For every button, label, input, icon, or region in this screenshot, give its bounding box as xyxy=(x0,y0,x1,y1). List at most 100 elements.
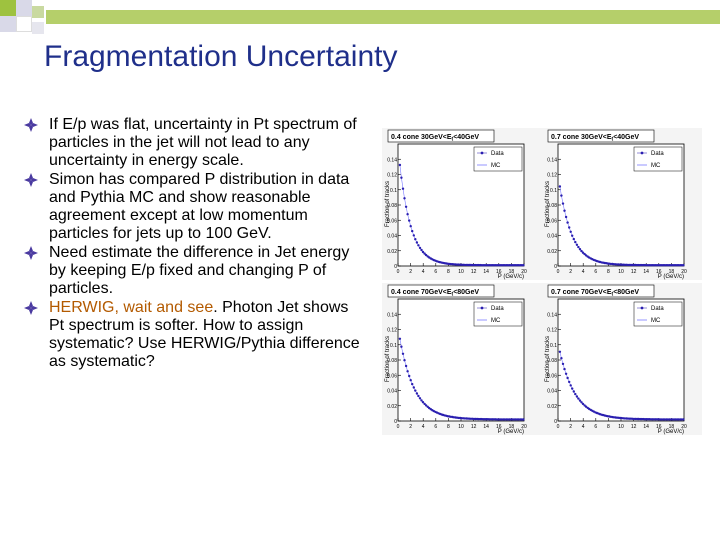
chart-title: 0.4 cone 70GeV<Et<80GeV xyxy=(391,289,479,298)
data-point xyxy=(404,364,408,368)
legend-box xyxy=(473,146,523,172)
data-point xyxy=(404,205,408,208)
data-point xyxy=(581,251,585,254)
data-point xyxy=(423,252,426,255)
y-tick-label: 0.02 xyxy=(547,404,557,410)
data-point xyxy=(411,382,414,386)
data-point xyxy=(423,402,426,406)
data-point xyxy=(561,202,565,205)
x-tick-label: 16 xyxy=(656,269,662,275)
chart-panel-4: 0.7 cone 70GeV<Et<80GeV Fraction of track… xyxy=(542,283,702,435)
diamond-bullet-icon xyxy=(24,173,38,187)
x-tick-label: 20 xyxy=(521,269,527,275)
data-point xyxy=(574,240,577,244)
plot-svg: 0.7 cone 70GeV<Et<80GeV Fraction of track… xyxy=(542,283,702,435)
x-tick-label: 18 xyxy=(669,424,675,430)
y-tick-label: 0.06 xyxy=(387,218,397,224)
data-point xyxy=(522,264,525,267)
data-point xyxy=(424,253,428,257)
data-point xyxy=(415,392,419,395)
x-tick-label: 18 xyxy=(509,424,515,430)
data-point xyxy=(401,352,405,355)
data-point xyxy=(408,219,411,222)
legend-entry-mc: MC xyxy=(651,163,661,169)
diamond-bullet-icon xyxy=(24,301,38,315)
x-tick-label: 16 xyxy=(656,424,662,430)
data-point xyxy=(400,345,403,348)
data-point xyxy=(569,384,572,387)
y-tick-label: 0.06 xyxy=(547,373,557,379)
plot-svg: 0.7 cone 30GeV<Et<40GeV Fraction of track… xyxy=(542,128,702,280)
x-tick-label: 14 xyxy=(643,424,649,430)
data-point xyxy=(577,397,580,400)
data-point xyxy=(406,213,409,216)
diamond-bullet-icon xyxy=(24,246,38,260)
chart-title-box xyxy=(387,284,495,298)
legend-entry-data: Data xyxy=(491,151,504,157)
y-tick-label: 0.02 xyxy=(387,249,397,255)
y-tick-label: 0.12 xyxy=(547,173,557,179)
x-tick-label: 2 xyxy=(569,424,572,430)
data-point xyxy=(571,234,574,237)
legend-entry-data: Data xyxy=(651,151,664,157)
data-point xyxy=(558,350,562,353)
x-tick-label: 10 xyxy=(458,269,464,275)
plot-svg: 0.4 cone 30GeV<Et<40GeV Fraction of track… xyxy=(382,128,542,280)
chart-title: 0.7 cone 30GeV<Et<40GeV xyxy=(551,134,639,143)
x-tick-label: 0 xyxy=(557,269,560,275)
x-tick-label: 6 xyxy=(594,269,597,275)
y-tick-label: 0 xyxy=(394,264,397,270)
data-point xyxy=(564,215,568,219)
chart-title: 0.4 cone 30GeV<Et<40GeV xyxy=(391,134,479,143)
y-tick-label: 0 xyxy=(554,264,557,270)
x-tick-label: 4 xyxy=(582,269,585,275)
y-tick-label: 0.14 xyxy=(387,157,397,163)
data-point xyxy=(578,248,582,251)
legend-entry-data: Data xyxy=(651,306,664,312)
x-tick-label: 2 xyxy=(569,269,572,275)
x-tick-label: 6 xyxy=(594,424,597,430)
data-point xyxy=(561,362,565,366)
data-point xyxy=(575,243,579,246)
chart-panel-1: 0.4 cone 30GeV<Et<40GeV Fraction of track… xyxy=(382,128,542,280)
x-tick-label: 14 xyxy=(483,269,489,275)
data-point xyxy=(414,389,417,392)
legend-box xyxy=(633,301,683,327)
bullet-list: If E/p was flat, uncertainty in Pt spect… xyxy=(22,116,362,372)
x-tick-label: 2 xyxy=(409,269,412,275)
y-tick-label: 0.02 xyxy=(387,404,397,410)
x-tick-label: 14 xyxy=(643,269,649,275)
chart-title-box xyxy=(547,284,655,298)
x-tick-label: 8 xyxy=(607,269,610,275)
data-point xyxy=(417,394,420,398)
y-tick-label: 0 xyxy=(394,419,397,425)
data-point xyxy=(581,402,585,406)
data-point xyxy=(409,225,412,228)
data-point xyxy=(406,370,409,373)
data-point xyxy=(575,395,579,398)
legend-entry-mc: MC xyxy=(651,318,661,324)
x-tick-label: 2 xyxy=(409,424,412,430)
data-point xyxy=(403,197,406,200)
slide-title: Fragmentation Uncertainty xyxy=(44,40,398,73)
legend-box xyxy=(633,146,683,172)
data-point xyxy=(580,401,583,404)
x-tick-label: 4 xyxy=(582,424,585,430)
y-tick-label: 0.06 xyxy=(547,218,557,224)
x-tick-label: 4 xyxy=(422,424,425,430)
y-tick-label: 0.06 xyxy=(387,373,397,379)
x-axis-label: P (GeV/c) xyxy=(658,274,684,280)
bullet-highlight: HERWIG, wait and see xyxy=(49,299,214,316)
x-tick-label: 0 xyxy=(397,424,400,430)
diamond-bullet-icon xyxy=(24,118,38,132)
y-tick-label: 0.1 xyxy=(390,343,397,349)
y-tick-label: 0.04 xyxy=(547,389,557,395)
bullet-item: Need estimate the difference in Jet ener… xyxy=(22,244,362,298)
data-point xyxy=(409,379,412,382)
x-tick-label: 20 xyxy=(521,424,527,430)
data-point xyxy=(572,390,575,393)
data-point xyxy=(412,234,415,237)
data-point xyxy=(412,386,415,389)
header-decoration xyxy=(0,0,720,34)
y-tick-label: 0.12 xyxy=(387,173,397,179)
